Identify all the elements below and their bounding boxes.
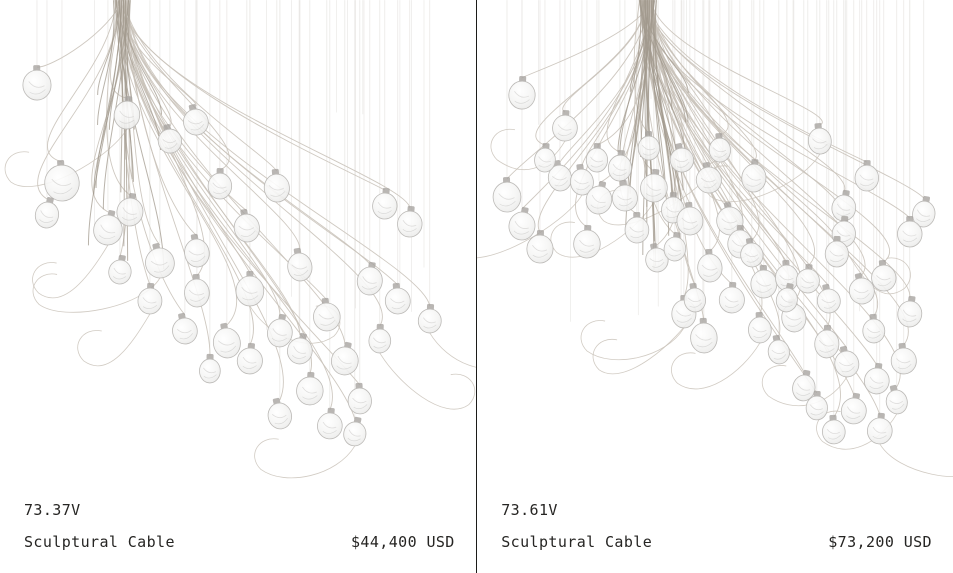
product-card-73-61v[interactable]: 73.61V Sculptural Cable $73,200 USD	[477, 0, 953, 573]
product-code: 73.61V	[501, 501, 558, 519]
chandelier-photo-73-37v	[4, 0, 476, 479]
product-price: $73,200 USD	[828, 533, 932, 551]
product-meta: 73.37V Sculptural Cable $44,400 USD	[0, 490, 476, 552]
product-name: Sculptural Cable	[24, 533, 175, 551]
vertical-divider	[475, 0, 478, 573]
chandelier-photo-73-61v	[477, 0, 953, 478]
name-price-row: Sculptural Cable $73,200 USD	[501, 533, 932, 552]
product-card-73-37v[interactable]: 73.37V Sculptural Cable $44,400 USD	[0, 0, 476, 573]
name-price-row: Sculptural Cable $44,400 USD	[24, 533, 455, 552]
product-image-73-61v[interactable]	[477, 0, 953, 490]
product-price: $44,400 USD	[351, 533, 455, 551]
product-name: Sculptural Cable	[501, 533, 653, 551]
product-meta: 73.61V Sculptural Cable $73,200 USD	[477, 490, 953, 552]
product-code: 73.37V	[24, 501, 81, 519]
product-image-73-37v[interactable]	[0, 0, 476, 490]
